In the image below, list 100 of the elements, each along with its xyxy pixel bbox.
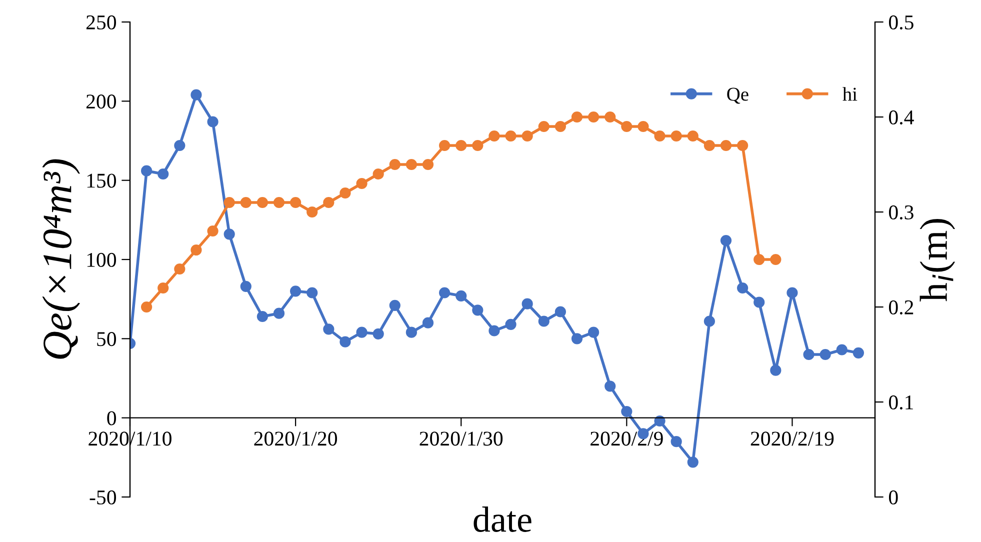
point: [406, 158, 417, 170]
point: [207, 116, 218, 128]
point: [522, 130, 533, 142]
point: [670, 436, 682, 448]
point: [389, 300, 400, 311]
point: [538, 120, 550, 132]
point: [240, 280, 252, 292]
point: [770, 254, 782, 266]
point: [306, 287, 318, 298]
point: [174, 140, 186, 152]
point: [836, 344, 848, 356]
point: [554, 120, 566, 132]
point: [687, 456, 698, 468]
point: [687, 130, 698, 142]
point: [604, 111, 616, 123]
y-tick-label: 150: [87, 174, 116, 188]
point: [538, 316, 550, 327]
y2-tick-label: 0.5: [888, 15, 914, 30]
point: [290, 286, 302, 297]
y2-tick-label: 0.1: [888, 395, 913, 410]
point: [422, 317, 434, 328]
point: [472, 304, 484, 316]
point: [571, 111, 583, 123]
point: [273, 308, 285, 319]
point: [820, 348, 831, 360]
point: [456, 140, 467, 152]
x-axis-title: date: [474, 506, 532, 532]
y-tick-label: 100: [87, 252, 116, 267]
point: [720, 140, 732, 152]
y-axis-title: Qe(×10⁴m³): [42, 159, 80, 359]
point: [488, 325, 500, 336]
point: [240, 196, 252, 208]
point: [704, 140, 715, 152]
point: [323, 196, 334, 208]
point: [472, 140, 484, 152]
point: [704, 316, 715, 327]
point: [207, 225, 218, 237]
point: [720, 234, 732, 246]
point: [273, 196, 285, 208]
y-tick-label: 50: [97, 332, 116, 346]
x-tick-label: 2020/1/30: [420, 432, 503, 446]
point: [754, 254, 765, 266]
y2-axis-title: h$_{i}$(m): [920, 219, 956, 302]
point: [737, 282, 748, 294]
point: [224, 228, 235, 240]
point: [505, 318, 516, 330]
point: [439, 287, 450, 298]
point: [654, 415, 666, 427]
point: [356, 326, 368, 338]
x-tick-label: 2020/2/19: [750, 432, 834, 446]
point: [406, 326, 417, 338]
x-tick-label: 2020/1/20: [254, 432, 338, 446]
y2-tick-label: 0.2: [888, 300, 914, 315]
point: [638, 120, 649, 132]
point: [554, 306, 566, 318]
point: [654, 130, 666, 142]
y-tick-label: 0: [107, 411, 116, 426]
point: [340, 187, 351, 199]
legend-label: hi: [842, 87, 858, 101]
point: [356, 178, 368, 190]
point: [174, 263, 186, 275]
point: [456, 290, 467, 302]
point: [852, 347, 864, 358]
point: [803, 348, 814, 360]
point: [224, 196, 235, 208]
point: [770, 364, 782, 376]
y-tick-label: -50: [90, 490, 116, 504]
point: [505, 130, 516, 142]
point: [323, 324, 334, 335]
point: [737, 140, 748, 152]
point: [488, 130, 500, 142]
y2-tick-label: 0: [888, 490, 898, 504]
point: [670, 130, 682, 142]
point: [604, 380, 616, 392]
point: [571, 333, 583, 344]
point: [588, 111, 600, 123]
point: [372, 328, 384, 340]
point: [190, 244, 202, 256]
point: [522, 298, 533, 310]
point: [141, 165, 152, 176]
point: [340, 336, 351, 348]
point: [389, 158, 400, 170]
point: [306, 206, 318, 218]
point: [588, 326, 600, 338]
y-tick-label: 250: [86, 15, 116, 30]
point: [158, 282, 169, 294]
point: [439, 140, 450, 152]
point: [372, 168, 384, 180]
point: [141, 301, 152, 313]
point: [158, 168, 169, 180]
legend-label: Qe: [727, 88, 748, 104]
point: [190, 89, 202, 100]
point: [621, 406, 632, 418]
y-tick-label: 200: [86, 94, 116, 109]
point: [786, 287, 798, 298]
y2-tick-label: 0.4: [888, 110, 914, 125]
point: [621, 120, 632, 132]
point: [256, 196, 268, 208]
y2-tick-label: 0.3: [888, 205, 914, 220]
point: [256, 310, 268, 322]
